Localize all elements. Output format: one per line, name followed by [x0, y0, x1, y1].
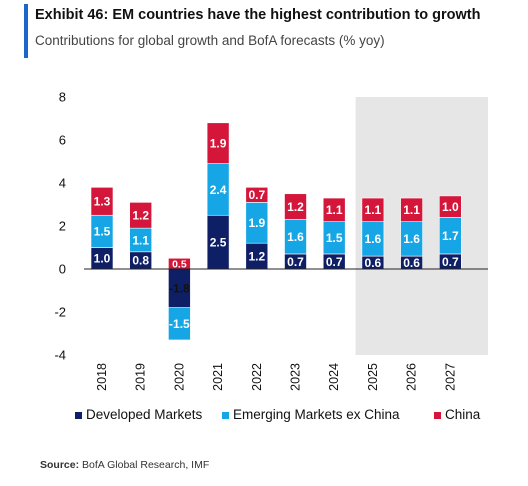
y-tick-label: 2	[59, 219, 66, 234]
data-label: 0.7	[326, 255, 343, 269]
bar-segment	[284, 193, 307, 220]
exhibit-header: Exhibit 46: EM countries have the highes…	[24, 4, 524, 58]
legend-swatch	[75, 412, 82, 419]
data-label: 2.4	[210, 183, 227, 197]
data-label: 0.7	[287, 255, 304, 269]
data-label: 1.1	[365, 203, 382, 217]
bar-segment	[322, 197, 346, 223]
data-label: 2.5	[210, 235, 227, 249]
data-label: 0.8	[132, 254, 149, 268]
data-label: 1.5	[94, 225, 111, 239]
x-tick-label: 2021	[211, 363, 225, 391]
x-tick-label: 2024	[327, 363, 341, 391]
bar-segment	[206, 122, 230, 164]
data-label: 1.3	[94, 195, 111, 209]
x-tick-label: 2027	[443, 363, 457, 391]
x-tick-label: 2026	[405, 363, 419, 391]
source-label: Source:	[40, 459, 80, 471]
chart-title: Exhibit 46: EM countries have the highes…	[35, 7, 481, 23]
x-tick-label: 2019	[134, 363, 148, 391]
y-tick-label: 4	[59, 176, 66, 191]
data-label: 0.7	[442, 255, 459, 269]
x-tick-label: 2023	[289, 363, 303, 391]
data-label: 1.9	[210, 137, 227, 151]
data-label: 1.2	[287, 200, 304, 214]
bar-segment	[90, 187, 114, 216]
x-tick-label: 2022	[250, 363, 264, 391]
data-label: -1.5	[169, 317, 190, 331]
data-label: 1.6	[403, 232, 420, 246]
legend-swatch	[434, 412, 441, 419]
data-label: 0.6	[403, 256, 420, 270]
data-label: 0.7	[248, 188, 265, 202]
x-tick-label: 2018	[95, 363, 109, 391]
legend-label: China	[445, 407, 481, 422]
bar-segment	[438, 195, 462, 218]
data-label: 1.9	[248, 216, 265, 230]
bar-segment	[129, 202, 152, 229]
source-text: BofA Global Research, IMF	[79, 459, 210, 471]
data-label: 0.5	[172, 258, 187, 270]
bar-segment	[168, 307, 191, 341]
y-tick-label: -2	[54, 305, 66, 320]
data-label: 1.1	[326, 203, 343, 217]
y-tick-label: 8	[59, 90, 66, 105]
data-label: 1.1	[403, 203, 420, 217]
x-tick-label: 2025	[366, 363, 380, 391]
legend-swatch	[222, 412, 229, 419]
data-label: 1.0	[442, 200, 459, 214]
data-label: 1.7	[442, 229, 459, 243]
data-label: 0.6	[365, 256, 382, 270]
y-tick-label: 6	[59, 133, 66, 148]
data-label: 1.6	[365, 232, 382, 246]
stacked-bar-chart: -4 -2 0 2 4 6 8 1.0 1.5 1.3 0.8 1.1 1.2 -1.8 -1.5 0.5 2.…	[54, 90, 488, 422]
data-label: 1.2	[248, 249, 265, 263]
data-label: 1.5	[326, 231, 343, 245]
bar-segment	[400, 197, 423, 223]
data-label: -1.8	[169, 282, 190, 296]
legend-label: Developed Markets	[86, 407, 203, 422]
data-label: 1.1	[132, 233, 149, 247]
chart-subtitle: Contributions for global growth and BofA…	[35, 33, 385, 48]
y-tick-label: -4	[54, 348, 66, 363]
data-label: 1.2	[132, 209, 149, 223]
data-label: 1.6	[287, 230, 304, 244]
data-label: 1.0	[94, 252, 111, 266]
y-tick-label: 0	[59, 262, 66, 277]
x-tick-label: 2020	[172, 363, 186, 391]
legend-label: Emerging Markets ex China	[233, 407, 400, 422]
source-note: Source: BofA Global Research, IMF	[40, 459, 209, 471]
bar-segment	[245, 187, 269, 203]
bar-segment	[361, 197, 385, 223]
